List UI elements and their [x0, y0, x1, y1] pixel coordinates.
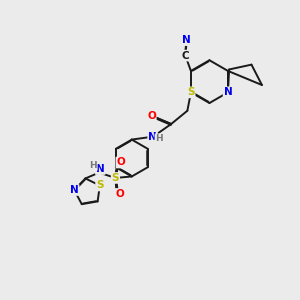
Text: S: S [187, 87, 195, 97]
Text: O: O [116, 158, 125, 167]
Text: C: C [182, 51, 189, 61]
Text: S: S [96, 181, 103, 190]
Text: N: N [96, 164, 105, 174]
Text: O: O [147, 111, 156, 121]
Text: N: N [148, 132, 157, 142]
Text: O: O [116, 189, 124, 199]
Text: N: N [224, 87, 232, 97]
Text: H: H [155, 134, 163, 143]
Text: H: H [89, 161, 97, 170]
Text: S: S [112, 173, 119, 183]
Text: N: N [70, 185, 79, 195]
Text: N: N [182, 35, 191, 45]
